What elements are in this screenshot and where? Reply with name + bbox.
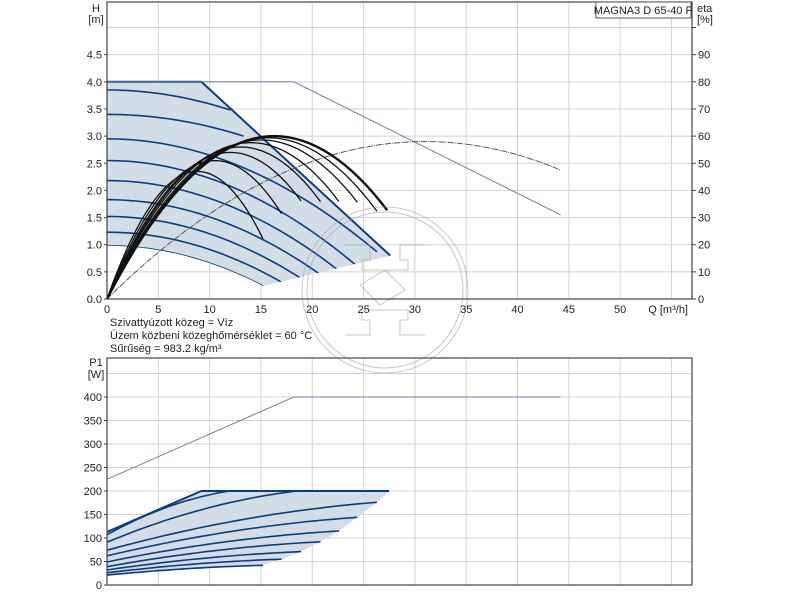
eta-tick-label: 30 xyxy=(698,213,710,225)
max-head-line xyxy=(107,81,561,216)
power-speed-curve xyxy=(106,564,264,576)
x-tick-label: 45 xyxy=(563,304,575,316)
max-power-line xyxy=(106,396,561,480)
x-tick-label: 0 xyxy=(104,304,110,316)
power-speed-curve xyxy=(106,558,282,574)
head-speed-curve xyxy=(107,89,231,111)
power-speed-curve xyxy=(106,501,377,551)
eta-tick-label: 60 xyxy=(698,131,710,143)
eta-tick-label: 20 xyxy=(698,240,710,252)
power-axis-unit: [W] xyxy=(88,369,105,381)
eta-tick-label: 0 xyxy=(698,294,704,306)
head-axis-unit: [m] xyxy=(88,14,103,26)
x-tick-label: 40 xyxy=(511,304,523,316)
head-tick-label: 1.5 xyxy=(87,213,102,225)
power-speed-curve xyxy=(106,516,358,557)
x-tick-label: 10 xyxy=(204,304,216,316)
head-plot-frame xyxy=(106,1,693,300)
model-label-box xyxy=(595,1,692,19)
eta-tick-label: 10 xyxy=(698,267,710,279)
x-tick-label: 5 xyxy=(155,304,161,316)
head-speed-curve xyxy=(107,215,302,280)
head-speed-curve xyxy=(107,113,244,137)
head-tick-label: 4.0 xyxy=(87,77,102,89)
flow-axis-label: Q [m³/h] xyxy=(648,304,688,316)
eta-tick-label: 40 xyxy=(698,185,710,197)
power-tick-label: 0 xyxy=(96,580,102,592)
x-tick-label: 20 xyxy=(306,304,318,316)
head-speed-curve xyxy=(107,198,321,276)
head-tick-label: 3.5 xyxy=(87,104,102,116)
power-tick-label: 350 xyxy=(84,416,102,428)
x-tick-label: 30 xyxy=(409,304,421,316)
chart-marks xyxy=(105,80,561,576)
head-tick-label: 1.0 xyxy=(87,240,102,252)
power-speed-curve xyxy=(106,490,297,543)
x-tick-label: 50 xyxy=(614,304,626,316)
eta-axis-unit: [%] xyxy=(697,14,713,26)
power-tick-label: 50 xyxy=(90,557,102,569)
eta-tick-label: 90 xyxy=(698,50,710,62)
power-speed-curve xyxy=(106,530,339,563)
head-axis-label: H xyxy=(92,3,100,15)
fluid-info-line: Szivattyúzott közeg = Víz xyxy=(110,317,233,329)
max-efficiency-curve xyxy=(106,140,561,300)
fluid-info-line: Sűrűség = 983.2 kg/m³ xyxy=(110,343,222,355)
eta-tick-label: 80 xyxy=(698,77,710,89)
power-tick-label: 250 xyxy=(84,463,102,475)
eta-axis-label: eta xyxy=(697,3,713,15)
efficiency-curve xyxy=(106,141,340,300)
model-label: MAGNA3 D 65-40 F xyxy=(594,5,693,17)
power-plot-frame xyxy=(106,357,693,586)
power-speed-curve xyxy=(106,550,302,571)
head-tick-label: 3.0 xyxy=(87,131,102,143)
eta-tick-label: 50 xyxy=(698,158,710,170)
head-tick-label: 4.5 xyxy=(87,50,102,62)
x-tick-label: 15 xyxy=(255,304,267,316)
x-tick-label: 25 xyxy=(357,304,369,316)
head-tick-label: 0.0 xyxy=(87,294,102,306)
head-tick-label: 2.5 xyxy=(87,158,102,170)
head-operating-area xyxy=(107,81,391,286)
power-operating-area xyxy=(107,491,390,576)
eta-tick-label: 70 xyxy=(698,104,710,116)
power-axis-label: P1 xyxy=(89,357,102,369)
power-tick-label: 150 xyxy=(84,510,102,522)
watermark-logo xyxy=(301,206,469,374)
head-tick-label: 0.5 xyxy=(87,267,102,279)
power-speed-curve xyxy=(106,541,321,568)
head-tick-label: 2.0 xyxy=(87,185,102,197)
x-tick-label: 35 xyxy=(460,304,472,316)
power-tick-label: 200 xyxy=(84,486,102,498)
fluid-info-line: Üzem közbeni közeghőmérséklet = 60 °C xyxy=(110,330,312,342)
efficiency-curve xyxy=(105,134,389,300)
power-tick-label: 300 xyxy=(84,439,102,451)
head-speed-curve xyxy=(107,179,340,272)
power-tick-label: 400 xyxy=(84,392,102,404)
head-speed-curve xyxy=(107,138,378,253)
tick-labels: 0 5 10 15 20 25 30 35 40 45 50 0.0 0.5 1.0 1.5 2.0 2.5 3.… xyxy=(84,27,710,592)
power-tick-label: 100 xyxy=(84,533,102,545)
max-speed-power-curve xyxy=(106,490,390,533)
head-speed-curve xyxy=(107,159,358,268)
